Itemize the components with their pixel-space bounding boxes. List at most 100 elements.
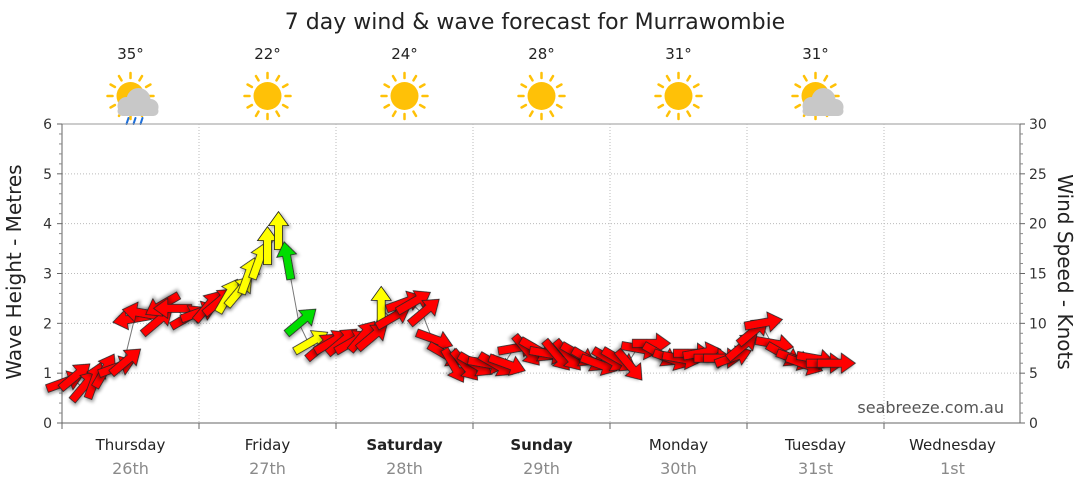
wind-arrow — [276, 241, 298, 281]
day-name-label: Sunday — [510, 436, 573, 454]
wind-arrow — [613, 347, 643, 381]
wind-arrow — [743, 311, 784, 333]
sun-ray — [246, 103, 254, 109]
sun-ray — [117, 74, 123, 82]
wind-trend-segment — [123, 318, 136, 364]
sun-ray — [555, 83, 563, 89]
sun-ray — [555, 103, 563, 109]
temperature-label: 31° — [665, 45, 692, 63]
cloud-base — [117, 106, 159, 116]
sun-ray — [281, 103, 289, 109]
sun-ray — [794, 83, 802, 89]
wind-arrow — [487, 353, 526, 376]
temperature-label: 35° — [117, 45, 144, 63]
sun-ray — [383, 103, 391, 109]
cloud-shape — [802, 88, 844, 116]
sun-ray — [391, 110, 397, 118]
sun-ray — [829, 83, 837, 89]
sun-icon — [380, 71, 429, 121]
right-tick-label: 20 — [1029, 217, 1047, 233]
x-axis: Thursday 26th Friday 27th Saturday 28th Sunday… — [61, 422, 1020, 478]
sun-ray — [254, 110, 260, 118]
wind-arrow — [394, 290, 431, 316]
sun-ray — [665, 74, 671, 82]
sun-cloud-rain-icon — [106, 71, 159, 125]
credit-label: seabreeze.com.au — [857, 398, 1004, 417]
plot-grid — [61, 123, 1021, 424]
sun-ray — [686, 74, 692, 82]
cloud-base — [802, 106, 844, 116]
sun-ray — [109, 103, 117, 109]
wind-arrow — [283, 308, 317, 338]
day-date-label: 31st — [798, 459, 833, 478]
day-date-label: 28th — [386, 459, 423, 478]
right-tick-label: 0 — [1029, 416, 1038, 432]
wind-arrow — [816, 352, 856, 374]
day-name-label: Monday — [649, 436, 708, 454]
wind-arrow — [267, 210, 290, 251]
left-tick-label: 1 — [43, 366, 52, 382]
chart-title: 7 day wind & wave forecast for Murrawomb… — [285, 10, 785, 35]
sun-ray — [520, 83, 528, 89]
sun-ray — [418, 103, 426, 109]
wind-arrow — [406, 298, 440, 328]
sun-ray — [665, 110, 671, 118]
sun-ray — [549, 74, 555, 82]
sun-ray — [657, 83, 665, 89]
wind-arrow — [354, 323, 388, 353]
sun-ray — [412, 110, 418, 118]
sun-ray — [528, 110, 534, 118]
left-tick-label: 3 — [43, 267, 52, 283]
day-name-label: Wednesday — [909, 436, 996, 454]
sun-ray — [657, 103, 665, 109]
day-date-label: 27th — [249, 459, 286, 478]
sun-ray — [549, 110, 555, 118]
sun-ray — [391, 74, 397, 82]
day-date-label: 30th — [660, 459, 697, 478]
left-tick-label: 6 — [43, 117, 52, 133]
sun-icon — [243, 71, 292, 121]
day-date-label: 26th — [112, 459, 149, 478]
left-tick-label: 2 — [43, 316, 52, 332]
temperature-label: 24° — [391, 45, 418, 63]
sun-ray — [520, 103, 528, 109]
right-axis: 0 5 10 15 20 25 30 — [1019, 117, 1047, 432]
sun-ray — [823, 74, 829, 82]
right-axis-label: Wind Speed - Knots — [1053, 174, 1077, 370]
sun-ray — [109, 83, 117, 89]
day-name-label: Friday — [245, 436, 291, 454]
sun-ray — [692, 103, 700, 109]
day-name-label: Tuesday — [784, 436, 846, 454]
wind-arrows — [45, 210, 856, 404]
sun-disc — [253, 82, 282, 110]
right-tick-label: 25 — [1029, 167, 1047, 183]
rain-drop — [125, 117, 130, 125]
sun-ray — [412, 74, 418, 82]
right-tick-label: 5 — [1029, 366, 1038, 382]
day-name-label: Thursday — [95, 436, 166, 454]
rain-drop — [132, 117, 137, 125]
wind-arrow — [724, 333, 758, 363]
left-axis-label: Wave Height - Metres — [2, 164, 26, 379]
sun-ray — [418, 83, 426, 89]
wind-arrow — [108, 348, 142, 378]
daily-weather-row: 35° 22° 24° 28° 31° 31° — [106, 45, 844, 125]
sun-disc — [664, 82, 693, 110]
plot-frame — [61, 123, 1021, 424]
sun-ray — [254, 74, 260, 82]
sun-ray — [281, 83, 289, 89]
cloud-shape — [117, 88, 159, 116]
temperature-label: 28° — [528, 45, 555, 63]
sun-ray — [138, 74, 144, 82]
temperature-label: 22° — [254, 45, 281, 63]
right-tick-label: 15 — [1029, 267, 1047, 283]
sun-ray — [794, 103, 802, 109]
sun-ray — [686, 110, 692, 118]
day-date-label: 29th — [523, 459, 560, 478]
temperature-label: 31° — [802, 45, 829, 63]
sun-icon — [517, 71, 566, 121]
sun-ray — [275, 110, 281, 118]
sun-ray — [802, 74, 808, 82]
rain-drop — [139, 117, 144, 125]
